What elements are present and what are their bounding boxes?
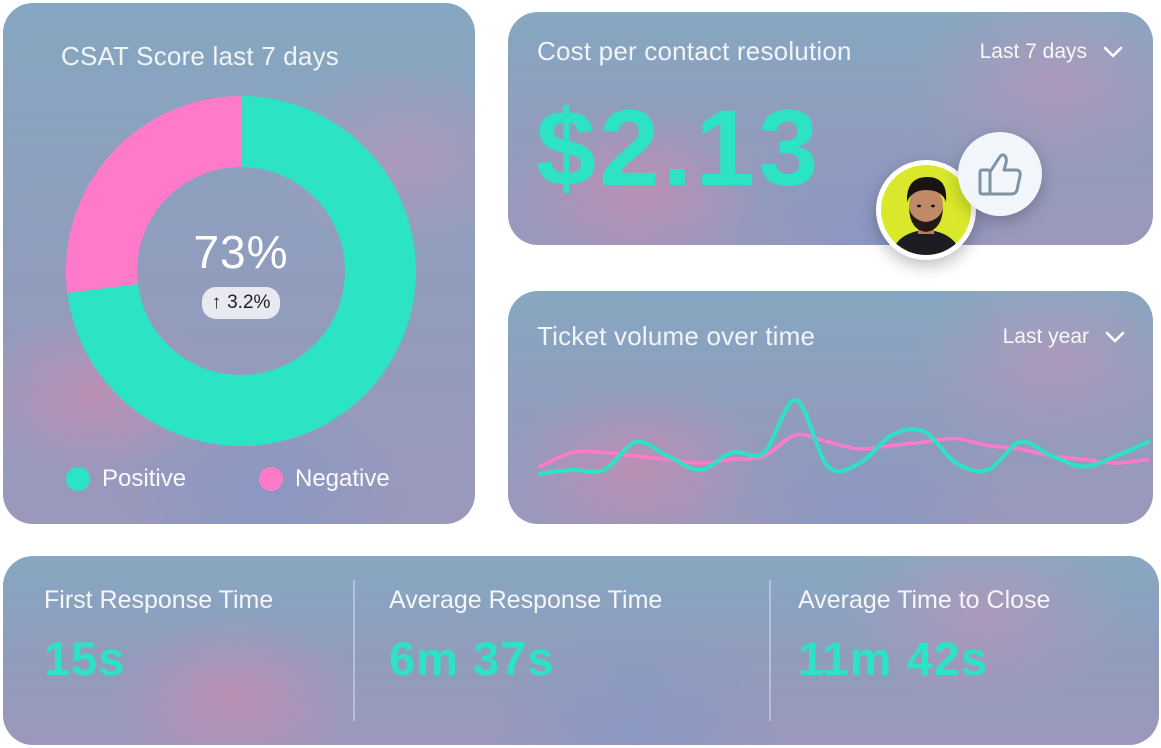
metric-average-response: Average Response Time 6m 37s: [389, 586, 662, 686]
cost-value: $2.13: [536, 87, 822, 208]
donut-slice-positive: [67, 96, 416, 446]
metric-value: 11m 42s: [798, 632, 988, 685]
metric-divider: [353, 580, 355, 721]
csat-delta-badge: ↑ 3.2%: [201, 287, 281, 319]
cost-period-dropdown[interactable]: Last 7 days: [980, 40, 1123, 64]
ticket-volume-line-chart: [538, 398, 1150, 476]
avatar: [876, 160, 976, 260]
legend-item-positive: Positive: [66, 465, 186, 493]
negative-dot-icon: [259, 467, 283, 491]
ticket-period-dropdown[interactable]: Last year: [1003, 325, 1125, 349]
legend-label-positive: Positive: [102, 465, 187, 492]
csat-delta-value: 3.2%: [227, 292, 271, 313]
csat-percent: 73%: [193, 226, 289, 278]
metric-label: First Response Time: [44, 586, 274, 614]
thumbs-up-icon: [978, 153, 1022, 196]
ticket-series-line-teal: [538, 398, 1150, 476]
csat-card: CSAT Score last 7 days 73% ↑ 3.2% Positi…: [3, 3, 475, 524]
ticket-period-label: Last year: [1002, 325, 1089, 348]
cost-period-label: Last 7 days: [979, 40, 1087, 63]
metric-label: Average Time to Close: [798, 586, 1051, 614]
metric-label: Average Response Time: [389, 586, 663, 614]
metric-value: 15s: [44, 632, 126, 685]
positive-dot-icon: [66, 467, 90, 491]
metric-average-close: Average Time to Close 11m 42s: [798, 586, 1050, 686]
chevron-down-icon: [1103, 46, 1123, 58]
ticket-volume-card: Ticket volume over time Last year: [508, 291, 1153, 524]
metric-value: 6m 37s: [389, 632, 555, 685]
legend-label-negative: Negative: [295, 465, 390, 492]
legend-item-negative: Negative: [259, 465, 390, 493]
cost-title: Cost per contact resolution: [537, 36, 852, 66]
metrics-card: First Response Time 15s Average Response…: [3, 556, 1159, 745]
person-avatar-icon: [881, 165, 971, 255]
metric-divider: [769, 580, 771, 721]
donut-slice-negative: [65, 96, 241, 293]
ticket-series-line-pink: [538, 432, 1150, 469]
csat-center: 73% ↑ 3.2%: [141, 225, 341, 319]
cost-card: Cost per contact resolution Last 7 days …: [508, 12, 1153, 245]
ticket-title: Ticket volume over time: [537, 321, 816, 351]
chevron-down-icon: [1105, 331, 1125, 343]
thumbs-up-badge: [958, 132, 1042, 216]
csat-donut-chart: [65, 96, 416, 446]
metric-first-response: First Response Time 15s: [44, 586, 273, 686]
csat-title: CSAT Score last 7 days: [61, 41, 339, 71]
arrow-up-icon: ↑: [211, 292, 222, 313]
